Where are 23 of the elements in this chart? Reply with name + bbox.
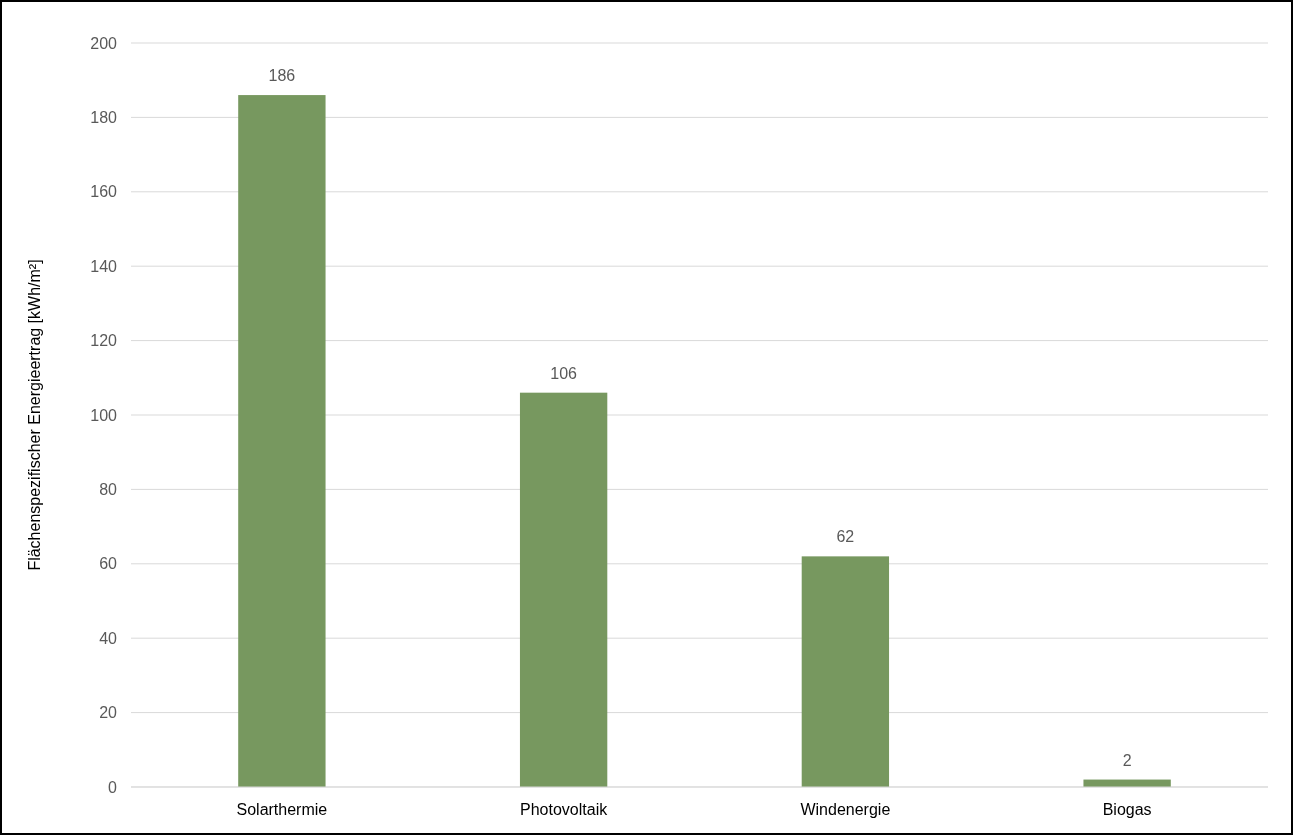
y-tick-label: 200 xyxy=(90,34,118,52)
y-tick-label: 180 xyxy=(90,109,118,126)
bar xyxy=(801,556,890,787)
x-tick-label: Photovoltaik xyxy=(520,801,609,818)
y-tick-label: 60 xyxy=(99,555,118,573)
y-tick-label: 160 xyxy=(90,183,118,201)
x-tick-label: Windenergie xyxy=(800,801,891,818)
x-tick-label: Biogas xyxy=(1102,801,1152,818)
y-tick-label: 20 xyxy=(99,704,118,722)
y-tick-label: 120 xyxy=(90,332,118,350)
data-label: 62 xyxy=(836,528,855,546)
y-axis-title: Flächenspezifischer Energieertrag [kWh/m²] xyxy=(26,259,43,571)
data-label: 186 xyxy=(268,67,296,85)
data-label: 2 xyxy=(1122,751,1132,769)
y-tick-label: 140 xyxy=(90,257,118,275)
y-tick-label: 0 xyxy=(108,778,118,796)
data-label: 106 xyxy=(550,364,578,382)
y-tick-label: 80 xyxy=(99,481,118,498)
bar xyxy=(519,392,608,787)
bar xyxy=(238,95,326,787)
y-tick-label: 40 xyxy=(99,629,118,647)
x-tick-label: Solarthermie xyxy=(236,801,328,818)
y-tick-label: 100 xyxy=(90,406,118,424)
